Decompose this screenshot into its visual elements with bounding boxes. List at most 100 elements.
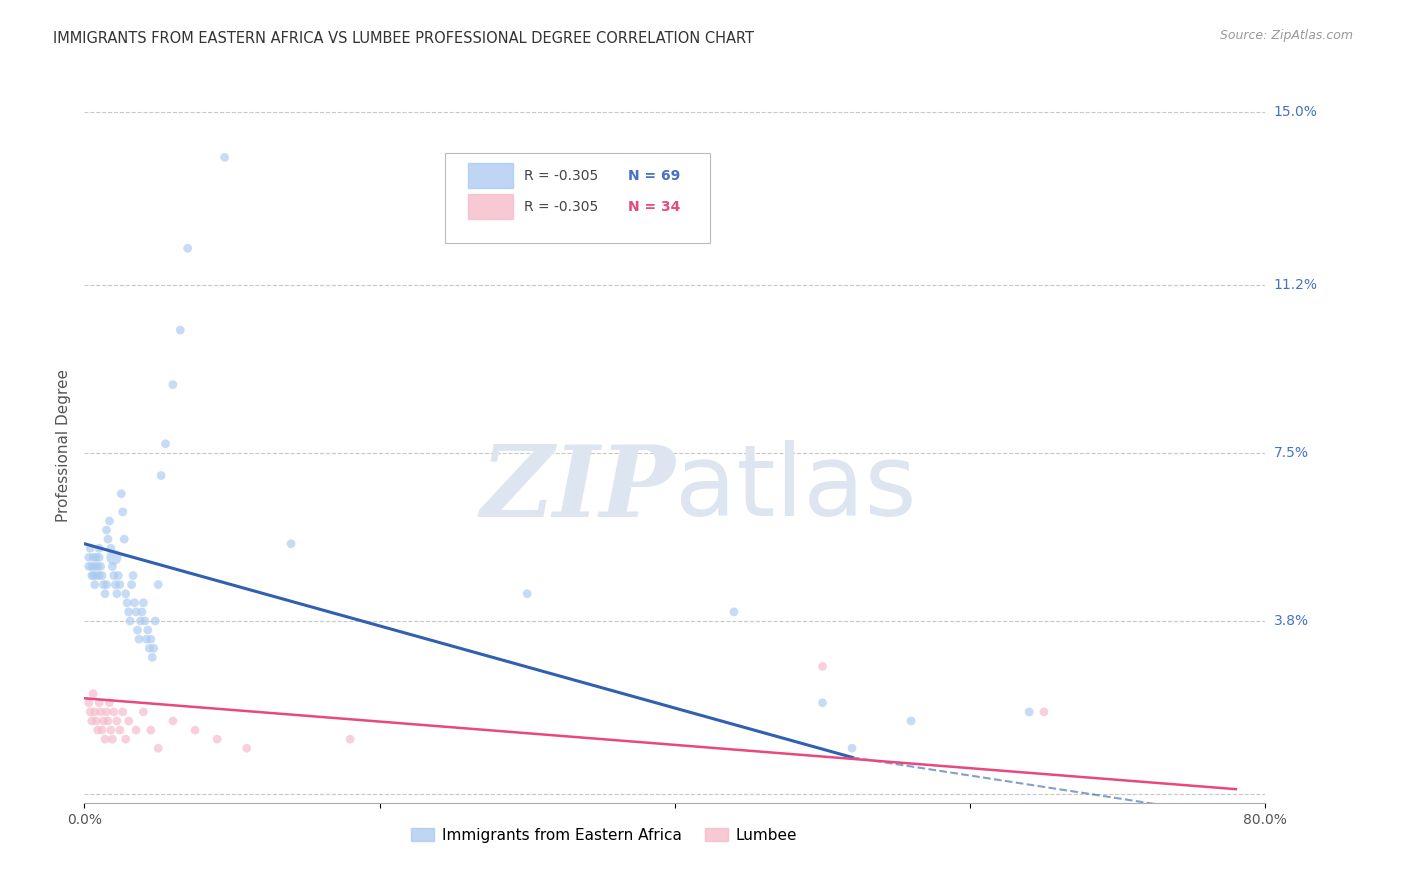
Point — [128, 632, 150, 647]
Point — [108, 577, 131, 591]
Point — [134, 614, 156, 628]
Legend: Immigrants from Eastern Africa, Lumbee: Immigrants from Eastern Africa, Lumbee — [405, 822, 803, 848]
Text: N = 69: N = 69 — [627, 169, 681, 183]
Point — [91, 723, 114, 737]
Point — [105, 714, 128, 728]
Point — [162, 377, 184, 392]
Point — [80, 714, 103, 728]
Point — [118, 714, 141, 728]
Point — [148, 577, 170, 591]
Point — [900, 714, 922, 728]
Point — [118, 605, 141, 619]
Point — [103, 705, 125, 719]
Point — [169, 323, 191, 337]
Point — [86, 559, 108, 574]
Point — [97, 714, 120, 728]
Point — [1018, 705, 1040, 719]
Point — [100, 723, 122, 737]
Point — [122, 568, 145, 582]
Y-axis label: Professional Degree: Professional Degree — [56, 369, 72, 523]
Point — [83, 559, 105, 574]
Point — [115, 596, 138, 610]
Bar — [468, 194, 513, 219]
Point — [107, 568, 129, 582]
Point — [77, 550, 100, 565]
Point — [121, 577, 143, 591]
Point — [83, 577, 105, 591]
Point — [811, 659, 834, 673]
Point — [111, 505, 134, 519]
Point — [142, 641, 165, 656]
Bar — [468, 162, 513, 187]
Point — [100, 541, 122, 556]
Text: IMMIGRANTS FROM EASTERN AFRICA VS LUMBEE PROFESSIONAL DEGREE CORRELATION CHART: IMMIGRANTS FROM EASTERN AFRICA VS LUMBEE… — [53, 31, 755, 46]
Point — [236, 741, 259, 756]
Point — [177, 241, 200, 255]
Point — [811, 696, 834, 710]
Point — [143, 614, 166, 628]
Point — [125, 723, 148, 737]
Point — [87, 541, 111, 556]
Point — [111, 705, 134, 719]
Point — [124, 596, 146, 610]
Point — [93, 577, 115, 591]
Text: R = -0.305: R = -0.305 — [523, 200, 598, 214]
Point — [135, 632, 157, 647]
Point — [110, 487, 132, 501]
Point — [516, 587, 538, 601]
FancyBboxPatch shape — [444, 153, 710, 243]
Point — [155, 436, 177, 450]
Point — [112, 532, 135, 546]
Point — [93, 714, 115, 728]
Point — [96, 705, 118, 719]
Point — [131, 605, 153, 619]
Text: 7.5%: 7.5% — [1274, 446, 1309, 459]
Point — [120, 614, 142, 628]
Point — [83, 705, 105, 719]
Text: ZIP: ZIP — [479, 441, 675, 537]
Point — [339, 732, 361, 747]
Text: N = 34: N = 34 — [627, 200, 681, 214]
Point — [79, 541, 101, 556]
Point — [82, 687, 104, 701]
Point — [96, 577, 118, 591]
Point — [129, 614, 152, 628]
Text: atlas: atlas — [675, 441, 917, 537]
Point — [114, 732, 136, 747]
Point — [90, 559, 112, 574]
Point — [101, 732, 124, 747]
Text: 3.8%: 3.8% — [1274, 614, 1309, 628]
Point — [79, 705, 101, 719]
Point — [103, 568, 125, 582]
Point — [101, 559, 124, 574]
Point — [80, 559, 103, 574]
Text: 11.2%: 11.2% — [1274, 277, 1317, 292]
Point — [125, 605, 148, 619]
Point — [84, 714, 107, 728]
Point — [108, 723, 131, 737]
Point — [139, 723, 162, 737]
Point — [104, 577, 127, 591]
Point — [280, 537, 302, 551]
Point — [86, 723, 108, 737]
Point — [82, 568, 104, 582]
Point — [84, 550, 107, 565]
Point — [96, 523, 118, 537]
Point — [91, 568, 114, 582]
Point — [139, 632, 162, 647]
Point — [162, 714, 184, 728]
Text: 15.0%: 15.0% — [1274, 105, 1317, 119]
Point — [77, 559, 100, 574]
Point — [98, 696, 121, 710]
Point — [207, 732, 229, 747]
Point — [723, 605, 745, 619]
Point — [87, 696, 111, 710]
Point — [184, 723, 207, 737]
Point — [105, 587, 128, 601]
Point — [138, 641, 160, 656]
Point — [94, 587, 117, 601]
Text: Source: ZipAtlas.com: Source: ZipAtlas.com — [1219, 29, 1353, 42]
Point — [841, 741, 863, 756]
Point — [97, 532, 120, 546]
Point — [80, 568, 103, 582]
